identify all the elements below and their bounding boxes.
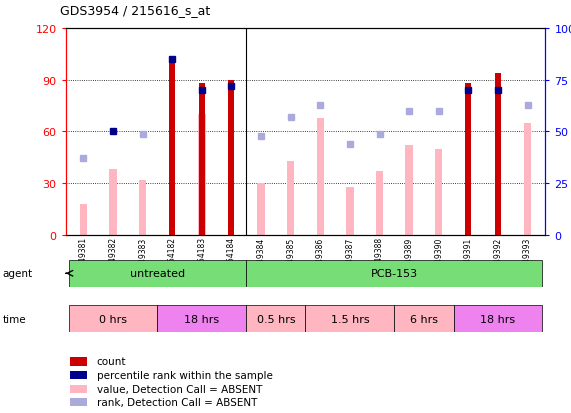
Bar	[465, 84, 471, 235]
Bar	[258, 184, 265, 235]
Bar	[198, 115, 206, 235]
Text: PCB-153: PCB-153	[371, 268, 418, 279]
Bar	[317, 119, 324, 235]
Bar	[110, 170, 116, 235]
Bar	[453, 306, 542, 332]
Bar	[69, 306, 158, 332]
Text: 0.5 hrs: 0.5 hrs	[256, 314, 295, 324]
Bar	[80, 204, 87, 235]
Bar	[376, 172, 383, 235]
Bar	[287, 161, 294, 235]
Bar	[169, 58, 175, 235]
Text: 18 hrs: 18 hrs	[184, 314, 219, 324]
Text: 1.5 hrs: 1.5 hrs	[331, 314, 369, 324]
Text: count: count	[97, 357, 126, 367]
Bar	[405, 146, 413, 235]
Text: percentile rank within the sample: percentile rank within the sample	[97, 370, 273, 380]
Bar	[246, 260, 542, 287]
Bar	[70, 385, 87, 393]
Bar	[139, 180, 146, 235]
Bar	[69, 260, 246, 287]
Text: agent: agent	[3, 268, 33, 279]
Text: 0 hrs: 0 hrs	[99, 314, 127, 324]
Bar	[70, 398, 87, 406]
Bar	[524, 123, 531, 235]
Text: 6 hrs: 6 hrs	[410, 314, 438, 324]
Bar	[246, 306, 305, 332]
Text: time: time	[3, 314, 26, 324]
Bar	[70, 358, 87, 366]
Bar	[70, 371, 87, 379]
Text: 18 hrs: 18 hrs	[480, 314, 516, 324]
Bar	[228, 81, 235, 235]
Bar	[395, 306, 453, 332]
Text: value, Detection Call = ABSENT: value, Detection Call = ABSENT	[97, 384, 262, 394]
Bar	[158, 306, 246, 332]
Bar	[346, 187, 353, 235]
Text: GDS3954 / 215616_s_at: GDS3954 / 215616_s_at	[60, 4, 210, 17]
Text: rank, Detection Call = ABSENT: rank, Detection Call = ABSENT	[97, 397, 257, 407]
Bar	[495, 74, 501, 235]
Bar	[305, 306, 395, 332]
Bar	[435, 150, 443, 235]
Bar	[199, 84, 205, 235]
Text: untreated: untreated	[130, 268, 185, 279]
